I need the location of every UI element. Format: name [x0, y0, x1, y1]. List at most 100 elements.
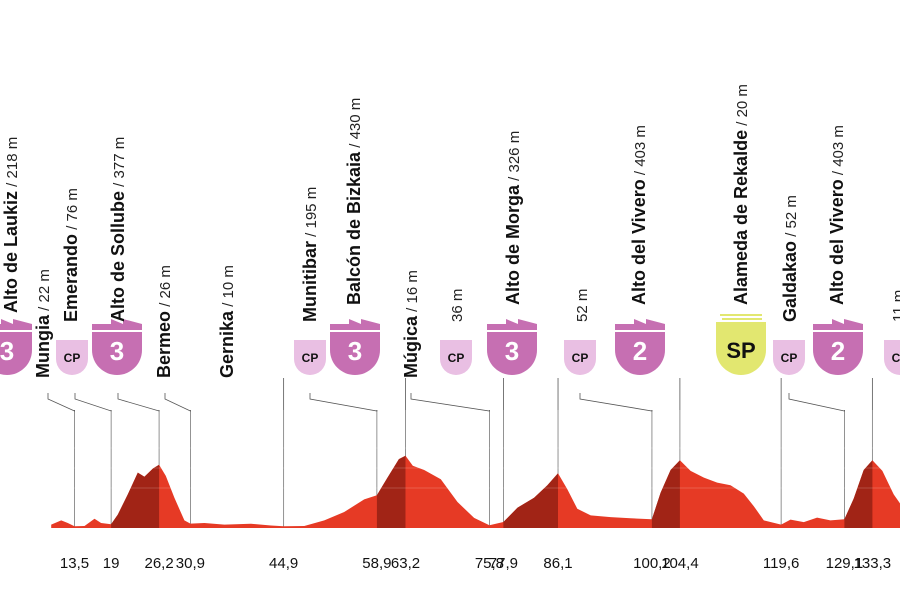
place-name: Mungia [33, 314, 53, 378]
climb-badge-tab [615, 319, 665, 330]
climb-badge-body [92, 332, 142, 375]
place-label: Galdakao / 52 m [780, 195, 800, 322]
place-label: 36 m [449, 289, 466, 322]
place-label: Alto de Laukiz / 218 m [1, 137, 21, 313]
place-altitude: 36 m [449, 289, 466, 322]
km-tick-labels: 13,5 19 26,2 30,9 44,9 58,9 63,2 75,877,9 86,1 10… [60, 555, 892, 572]
sprint-badge: SP [716, 314, 766, 375]
climb-category: 3 [110, 336, 124, 366]
place-label: Mungia / 22 m [33, 269, 53, 378]
place-altitude: / 430 m [347, 98, 364, 152]
cp-badge: CP [56, 340, 88, 375]
climb-section [651, 460, 680, 528]
km-tick-label: 58,9 [362, 555, 391, 572]
cp-badge: CP [294, 340, 326, 375]
climb-section [111, 464, 160, 528]
leader-line [164, 393, 191, 412]
place-name: Alto de Laukiz [1, 191, 21, 313]
place-label: Alameda de Rekalde / 20 m [731, 84, 751, 305]
km-tick-label: 63,2 [391, 555, 420, 572]
place-label: Múgica / 16 m [401, 270, 421, 378]
place-label: Munitibar / 195 m [300, 187, 320, 322]
climb-badge: 3 [330, 319, 380, 375]
cp-label: CP [781, 351, 798, 365]
place-name: Alto de Sollube [108, 191, 128, 322]
climb-badge-tab [0, 319, 32, 330]
place-name: Alameda de Rekalde [731, 130, 751, 305]
place-label: Alto de Morga / 326 m [503, 131, 523, 305]
climb-badge-body [813, 332, 863, 375]
place-name: Balcón de Bizkaia [344, 151, 364, 305]
place-altitude: / 26 m [157, 265, 174, 311]
place-name: Múgica [401, 315, 421, 378]
sprint-badge-stripe [720, 314, 762, 316]
place-name: Bermeo [154, 311, 174, 378]
climb-category: 2 [633, 336, 647, 366]
climb-section [376, 455, 406, 528]
cp-badge-body [564, 340, 596, 375]
cp-badge-body [56, 340, 88, 375]
km-tick-label: 133,3 [854, 555, 892, 572]
climb-category: 3 [348, 336, 362, 366]
cp-badge: CP [564, 340, 596, 375]
cp-label: CP [302, 351, 319, 365]
cp-badge: CP [773, 340, 805, 375]
km-tick-label: 104,4 [661, 555, 699, 572]
climb-badge-tab [487, 319, 537, 330]
leader-lines [47, 378, 873, 412]
leader-line [579, 393, 653, 412]
km-tick-label: 26,2 [144, 555, 173, 572]
place-label: Alto de Sollube / 377 m [108, 137, 128, 322]
place-label: 11 m [890, 290, 900, 322]
sprint-badge-body [716, 322, 766, 375]
place-label: Alto del Vivero / 403 m [629, 125, 649, 305]
place-label: Alto del Vivero / 403 m [827, 125, 847, 305]
climb-section [503, 473, 558, 528]
km-tick-label: 19 [103, 555, 120, 572]
profile-area [0, 447, 900, 528]
place-label: Gernika / 10 m [217, 265, 237, 378]
climb-badge-body [0, 332, 32, 375]
place-altitude: / 76 m [64, 188, 81, 234]
cp-label: CP [572, 351, 589, 365]
place-name: Alto del Vivero [827, 179, 847, 305]
km-tick-label: 30,9 [176, 555, 205, 572]
climb-badge: 3 [92, 319, 142, 375]
km-tick-label: 129,1 [826, 555, 864, 572]
place-label: Emerando / 76 m [61, 188, 81, 322]
leader-line [117, 393, 160, 412]
place-name: Alto de Morga [503, 184, 523, 305]
place-altitude: / 16 m [404, 270, 421, 316]
place-name: Munitibar [300, 241, 320, 322]
place-altitude: / 218 m [4, 137, 21, 191]
climb-badge-body [330, 332, 380, 375]
km-tick-label: 86,1 [543, 555, 572, 572]
km-tick-label: 13,5 [60, 555, 89, 572]
km-tick-label: 75,8 [475, 555, 504, 572]
climb-badge-tab [92, 319, 142, 330]
place-altitude: / 377 m [111, 137, 128, 191]
place-altitude: / 52 m [783, 195, 800, 241]
place-altitude: / 195 m [303, 187, 320, 241]
cp-badge-body [773, 340, 805, 375]
cp-badge: CP [884, 340, 900, 375]
climb-badge: 3 [0, 319, 32, 375]
cp-badge-body [294, 340, 326, 375]
sprint-label: SP [726, 338, 755, 363]
climb-badge: 2 [615, 319, 665, 375]
climb-category: 3 [0, 336, 14, 366]
km-tick-label: 119,6 [763, 555, 799, 572]
place-altitude: 52 m [574, 289, 591, 322]
guide-lines [74, 410, 873, 528]
place-altitude: / 326 m [506, 131, 523, 185]
leader-line [788, 393, 845, 412]
sprint-badge-stripe [722, 318, 762, 320]
climb-badge-tab [330, 319, 380, 330]
leader-line [410, 393, 490, 412]
place-altitude: / 403 m [830, 125, 847, 179]
place-label: Bermeo / 26 m [154, 265, 174, 378]
climb-category: 3 [505, 336, 519, 366]
place-altitude: / 22 m [36, 269, 53, 315]
leader-line [47, 393, 75, 412]
